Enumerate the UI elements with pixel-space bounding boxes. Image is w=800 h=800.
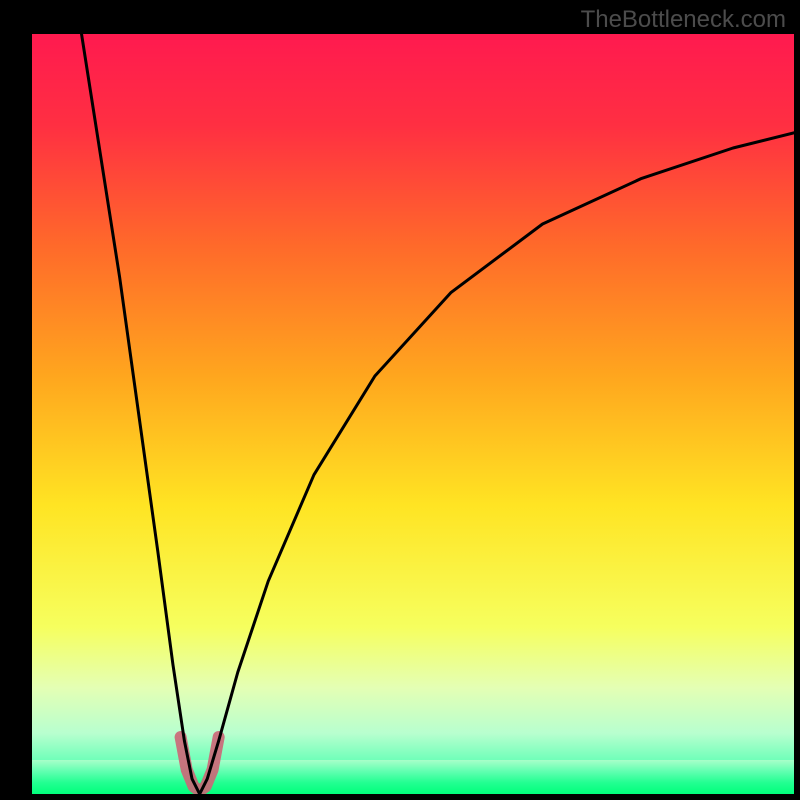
v-curve-right xyxy=(200,133,794,794)
v-curve-left xyxy=(82,34,200,794)
plot-area xyxy=(32,34,794,794)
watermark-text: TheBottleneck.com xyxy=(581,6,786,34)
chart-frame: TheBottleneck.com xyxy=(0,0,800,800)
plot-overlay-svg xyxy=(32,34,794,794)
